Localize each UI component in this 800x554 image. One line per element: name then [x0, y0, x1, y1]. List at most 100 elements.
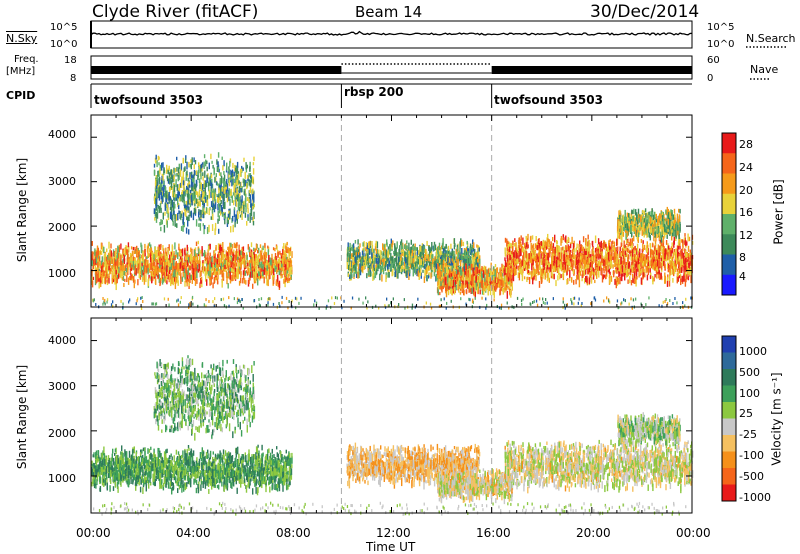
power-cell-0 [166, 270, 167, 276]
power-cell-0 [130, 263, 131, 269]
power-cell-0 [209, 263, 210, 270]
power-cell-2 [373, 253, 374, 261]
power-cell-3 [474, 283, 475, 288]
power-cell-2 [347, 247, 348, 253]
power-cell-1 [174, 204, 175, 209]
power-cell-2 [417, 258, 418, 262]
power-cell-0 [273, 268, 274, 275]
power-cell-1 [224, 175, 225, 181]
power-cell-0 [105, 262, 106, 267]
power-cell-1 [226, 163, 227, 171]
power-cell-3 [500, 267, 501, 272]
power-cell-1 [193, 180, 194, 183]
power-cell-1 [234, 207, 235, 210]
power-cell-0 [229, 247, 230, 254]
power-cell-1 [245, 198, 246, 206]
power-cell-0 [196, 257, 197, 260]
power-cell-3 [448, 278, 449, 286]
power-cell-0 [180, 256, 181, 259]
power-cell-0 [233, 254, 234, 261]
power-cell-0 [242, 259, 243, 264]
power-cell-3 [474, 292, 475, 297]
power-cell-1 [243, 181, 244, 188]
power-cell-1 [191, 196, 192, 199]
power-cell-0 [226, 260, 227, 267]
power-cell-2 [392, 271, 393, 277]
power-cell-0 [268, 280, 269, 287]
power-cell-2 [401, 243, 402, 249]
power-cell-2 [380, 266, 381, 273]
power-cell-0 [259, 259, 260, 263]
power-cell-2 [420, 252, 421, 258]
power-cell-2 [403, 250, 404, 256]
power-cell-0 [93, 277, 94, 280]
power-cell-2 [397, 272, 398, 278]
power-cell-1 [203, 191, 204, 195]
power-cell-0 [145, 275, 146, 282]
power-cell-0 [158, 252, 159, 255]
power-cell-1 [171, 180, 172, 188]
power-cell-0 [117, 269, 118, 274]
power-cell-0 [247, 255, 248, 260]
power-cell-0 [99, 281, 100, 288]
power-cell-1 [245, 172, 246, 179]
power-cell-3 [462, 277, 463, 280]
power-cell-0 [180, 269, 181, 274]
power-cell-1 [185, 159, 186, 163]
power-cell-2 [361, 259, 362, 264]
power-cell-2 [355, 240, 356, 244]
power-cell-4 [652, 278, 653, 284]
power-cell-1 [173, 206, 174, 211]
power-cell-0 [275, 256, 276, 260]
power-cell-2 [411, 240, 412, 245]
power-cell-1 [170, 212, 171, 220]
power-cell-1 [183, 175, 184, 180]
power-cell-0 [144, 244, 145, 249]
power-cell-2 [357, 239, 358, 244]
power-cell-2 [353, 257, 354, 263]
power-cell-1 [197, 192, 198, 198]
power-cell-2 [364, 265, 365, 270]
power-cell-0 [123, 283, 124, 287]
power-cell-0 [224, 265, 225, 269]
power-cell-1 [197, 175, 198, 180]
power-cell-0 [175, 255, 176, 260]
power-cell-1 [195, 184, 196, 188]
power-cell-0 [177, 275, 178, 280]
power-cell-0 [173, 251, 174, 256]
power-cell-0 [208, 271, 209, 276]
power-cell-2 [378, 265, 379, 268]
power-cell-0 [179, 263, 180, 270]
power-cell-3 [454, 288, 455, 294]
power-cell-0 [117, 278, 118, 283]
power-cell-0 [125, 272, 126, 276]
power-cell-2 [353, 265, 354, 268]
power-cell-2 [427, 266, 428, 272]
power-cell-2 [355, 257, 356, 263]
power-cell-1 [232, 170, 233, 174]
power-cell-1 [172, 215, 173, 222]
power-cell-0 [116, 283, 117, 290]
power-cell-1 [229, 180, 230, 186]
power-cell-1 [164, 212, 165, 216]
power-cell-1 [158, 205, 159, 209]
power-cell-1 [241, 212, 242, 220]
power-cell-0 [111, 265, 112, 271]
power-cell-0 [99, 271, 100, 278]
power-cell-0 [280, 272, 281, 276]
power-cell-2 [467, 241, 468, 245]
power-cell-2 [406, 240, 407, 244]
power-cell-3 [447, 284, 448, 289]
power-cell-2 [406, 271, 407, 276]
power-cell-1 [205, 211, 206, 215]
power-cell-0 [203, 266, 204, 274]
power-cell-1 [206, 161, 207, 164]
power-cell-0 [120, 270, 121, 278]
power-cell-0 [149, 242, 150, 246]
power-cell-4 [680, 278, 681, 285]
power-cell-2 [387, 273, 388, 278]
power-cell-3 [445, 269, 446, 274]
power-cell-2 [402, 257, 403, 265]
power-cell-1 [223, 178, 224, 184]
power-cell-2 [388, 250, 389, 258]
